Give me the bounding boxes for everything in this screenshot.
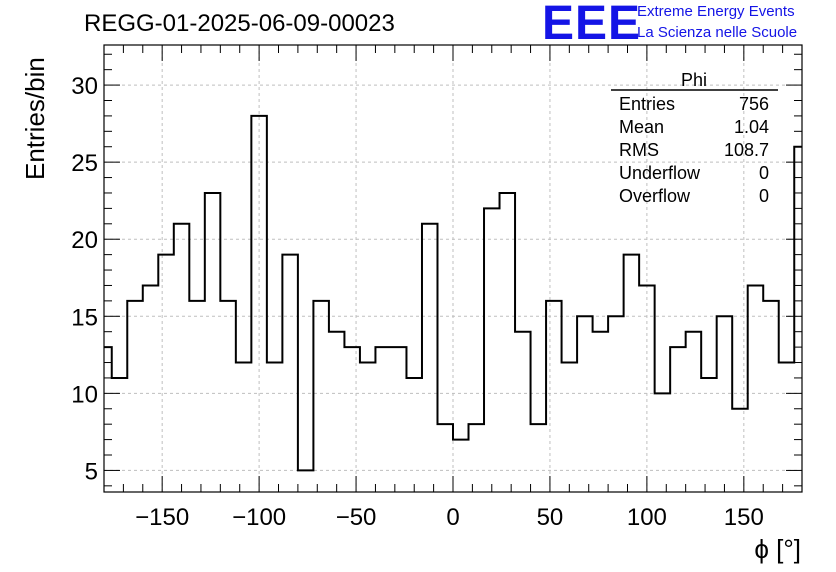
histogram-bin [236, 363, 252, 492]
histogram-bin [267, 363, 283, 492]
x-tick-label: 100 [627, 504, 667, 531]
histogram-bin [546, 301, 562, 492]
stats-value-rms: 108.7 [724, 140, 769, 160]
histogram-bin [717, 316, 733, 492]
histogram-bin [469, 424, 485, 492]
histogram-outline [104, 114, 802, 472]
y-tick-label: 20 [71, 227, 98, 254]
y-tick-label: 25 [71, 150, 98, 177]
x-tick-label: 150 [724, 504, 764, 531]
stats-title: Phi [681, 70, 707, 90]
histogram-bin [189, 301, 205, 492]
stats-value-entries: 756 [739, 94, 769, 114]
stats-value-mean: 1.04 [734, 117, 769, 137]
histogram-bin [593, 332, 609, 492]
stats-label-rms: RMS [619, 140, 659, 160]
histogram-bin [515, 332, 531, 492]
histogram-bin [453, 440, 469, 492]
histogram-bin [282, 255, 298, 492]
x-tick-label: −150 [135, 504, 189, 531]
histogram-bin [143, 285, 159, 492]
stats-value-overflow: 0 [759, 186, 769, 206]
x-tick-label: 50 [537, 504, 564, 531]
histogram-bin [205, 193, 221, 492]
y-tick-label: 5 [85, 458, 98, 485]
tick-labels: −150 −100 −50 0 50 100 150 5 10 15 20 25 30 [71, 73, 764, 531]
histogram-bin [437, 424, 453, 492]
histogram-bin [608, 316, 624, 492]
eee-logo: EEE [542, 0, 642, 50]
x-tick-label: −50 [336, 504, 377, 531]
grid-lines [104, 45, 802, 492]
histogram-bin [763, 301, 779, 492]
histogram-bin [422, 224, 438, 492]
histogram-bin [174, 224, 190, 492]
histogram-bin [406, 378, 422, 492]
histogram-bin [577, 316, 593, 492]
histogram-bin [732, 409, 748, 492]
histogram-bin [112, 378, 128, 492]
x-tick-label: 0 [446, 504, 459, 531]
histogram-bin [655, 393, 671, 492]
histogram-bin [670, 347, 686, 492]
stats-label-underflow: Underflow [619, 163, 701, 183]
x-axis-label: ϕ [°] [754, 534, 801, 564]
logo-text-line1: Extreme Energy Events [637, 3, 795, 20]
logo-text-line2: La Scienza nelle Scuole [637, 24, 798, 41]
histogram-bin [562, 363, 578, 492]
histogram-bin [220, 301, 236, 492]
histogram-bin [158, 255, 174, 492]
y-tick-label: 15 [71, 304, 98, 331]
y-tick-label: 10 [71, 381, 98, 408]
histogram-bin [360, 363, 376, 492]
x-tick-label: −100 [232, 504, 286, 531]
histogram-bin [313, 301, 329, 492]
stats-box: Phi Entries 756 Mean 1.04 RMS 108.7 Unde… [611, 70, 778, 206]
stats-label-entries: Entries [619, 94, 675, 114]
histogram-bin [329, 332, 345, 492]
histogram-bin [484, 208, 500, 492]
histogram-bin [127, 301, 143, 492]
histogram-bin [701, 378, 717, 492]
histogram-bin [624, 255, 640, 492]
histogram-series [104, 114, 802, 492]
stats-label-overflow: Overflow [619, 186, 691, 206]
chart-title: REGG-01-2025-06-09-00023 [84, 10, 395, 37]
histogram-bin [531, 424, 547, 492]
histogram-bin [779, 363, 795, 492]
y-tick-label: 30 [71, 73, 98, 100]
histogram-bin [686, 332, 702, 492]
stats-value-underflow: 0 [759, 163, 769, 183]
y-axis-label: Entries/bin [20, 57, 50, 180]
axis-ticks [103, 45, 803, 492]
histogram-bin [298, 470, 314, 492]
histogram-bin [500, 193, 516, 492]
stats-label-mean: Mean [619, 117, 664, 137]
